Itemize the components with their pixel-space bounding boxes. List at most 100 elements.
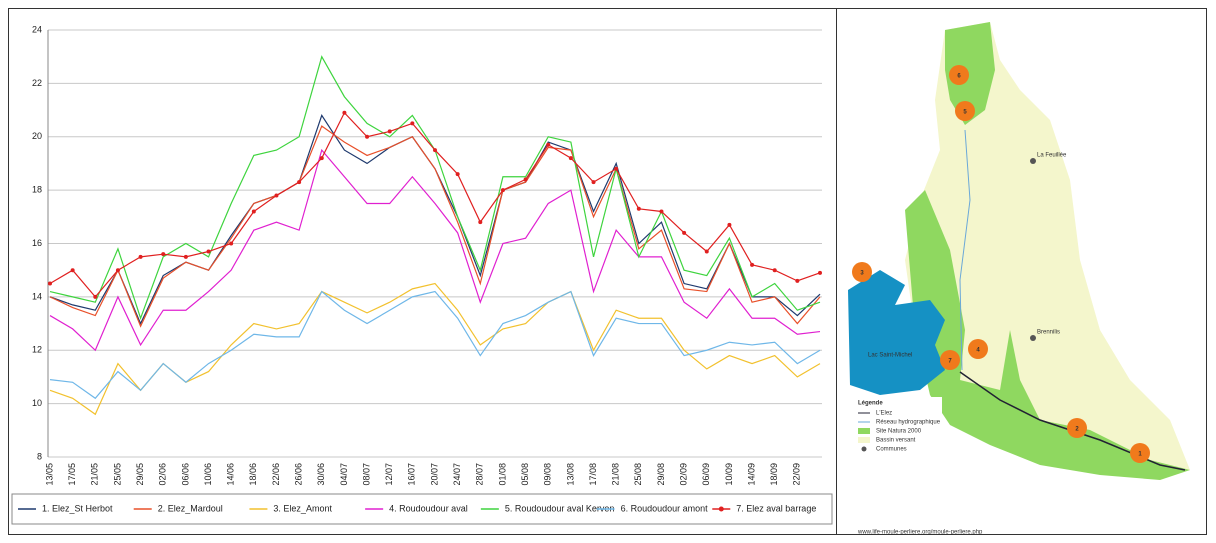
point: [772, 268, 777, 273]
x-tick-label: 18/09: [769, 463, 779, 486]
y-tick-label: 16: [32, 238, 42, 248]
point: [48, 281, 52, 286]
x-tick-label: 22/09: [792, 463, 802, 486]
x-tick-label: 22/06: [271, 463, 281, 486]
legend-label: 3. Elez_Amont: [273, 503, 332, 513]
point: [138, 254, 143, 259]
point: [455, 172, 460, 177]
x-tick-label: 14/09: [746, 463, 756, 486]
map-legend-item: L'Elez: [876, 411, 892, 417]
x-tick-label: 29/05: [135, 463, 145, 486]
x-tick-label: 24/07: [452, 463, 462, 486]
point: [568, 156, 573, 161]
map-legend-item: Bassin versant: [876, 438, 916, 444]
y-tick-label: 22: [32, 78, 42, 88]
x-tick-label: 10/06: [203, 463, 213, 486]
series-line: [49, 55, 821, 321]
point: [319, 156, 324, 161]
place-label: Brennilis: [1037, 330, 1060, 336]
site-number: 5: [963, 110, 967, 116]
x-tick-label: 05/08: [520, 463, 530, 486]
point: [523, 177, 528, 182]
series-line: [49, 148, 821, 352]
series-line: [49, 125, 821, 328]
legend-swatch: [718, 506, 724, 512]
point: [161, 252, 166, 257]
point: [591, 180, 596, 185]
legend-label: 1. Elez_St Herbot: [42, 503, 113, 513]
point: [93, 294, 98, 299]
x-tick-label: 21/08: [611, 463, 621, 486]
x-tick-label: 17/05: [67, 463, 77, 486]
x-tick-label: 01/08: [497, 463, 507, 486]
point: [659, 209, 664, 214]
x-tick-label: 02/06: [158, 463, 168, 486]
legend-label: 7. Elez aval barrage: [736, 503, 816, 513]
point: [274, 193, 279, 198]
map: La Feuillée Brennilis Lac Saint-Michel L…: [848, 22, 1190, 536]
site-number: 4: [976, 348, 980, 354]
point: [115, 268, 120, 273]
point: [342, 110, 347, 115]
point: [614, 166, 619, 171]
site-number: 1: [1138, 452, 1142, 458]
x-tick-label: 20/07: [429, 463, 439, 486]
x-tick-label: 29/08: [656, 463, 666, 486]
y-tick-label: 18: [32, 185, 42, 195]
site-markers: 1 2 3 4 5 6 7: [852, 65, 1150, 463]
x-tick-label: 06/06: [180, 463, 190, 486]
point: [365, 134, 370, 139]
legend-swatch: [858, 437, 870, 443]
natura-zone: [905, 190, 1190, 480]
point: [433, 148, 437, 153]
point: [500, 188, 505, 193]
place-label: Lac Saint-Michel: [868, 353, 912, 359]
site-number: 7: [948, 359, 952, 365]
point: [795, 278, 800, 283]
legend-label: 2. Elez_Mardoul: [158, 503, 223, 513]
x-tick-label: 25/08: [633, 463, 643, 486]
y-tick-label: 8: [37, 451, 42, 461]
town: [1030, 335, 1036, 341]
x-tick-label: 25/05: [112, 463, 122, 486]
point: [727, 222, 732, 227]
point: [297, 180, 302, 185]
legend-swatch: [861, 446, 867, 452]
point: [183, 254, 188, 259]
y-tick-label: 14: [32, 291, 42, 301]
x-tick-label: 12/07: [384, 463, 394, 486]
map-url: www.life-moule-perliere.org/moule-perlie…: [857, 530, 983, 536]
x-tick-label: 28/07: [475, 463, 485, 486]
natura-zone: [945, 22, 995, 125]
point: [636, 206, 641, 211]
x-tick-label: 04/07: [339, 463, 349, 486]
x-tick-label: 30/06: [316, 463, 326, 486]
lake: [848, 270, 945, 395]
map-legend-item: Réseau hydrographique: [876, 420, 941, 426]
point: [229, 241, 234, 246]
x-tick-label: 18/06: [248, 463, 258, 486]
series-line: [49, 282, 821, 416]
x-tick-label: 17/08: [588, 463, 598, 486]
point: [410, 121, 415, 126]
x-tick-label: 06/09: [701, 463, 711, 486]
series-line: [49, 290, 821, 400]
y-tick-label: 10: [32, 398, 42, 408]
frame: [8, 8, 1207, 535]
x-tick-label: 08/07: [361, 463, 371, 486]
legend-box: [11, 493, 833, 525]
place-label: La Feuillée: [1037, 153, 1067, 159]
x-tick-label: 26/06: [293, 463, 303, 486]
site-number: 2: [1075, 427, 1079, 433]
point: [682, 230, 687, 235]
x-tick-label: 13/05: [44, 463, 54, 486]
y-tick-label: 12: [32, 345, 42, 355]
map-legend-item: Communes: [876, 447, 907, 453]
stream: [959, 129, 971, 371]
x-tick-label: 09/08: [543, 463, 553, 486]
map-legend-item: Site Natura 2000: [876, 429, 922, 435]
y-tick-label: 24: [32, 24, 42, 34]
site-number: 6: [957, 74, 961, 80]
